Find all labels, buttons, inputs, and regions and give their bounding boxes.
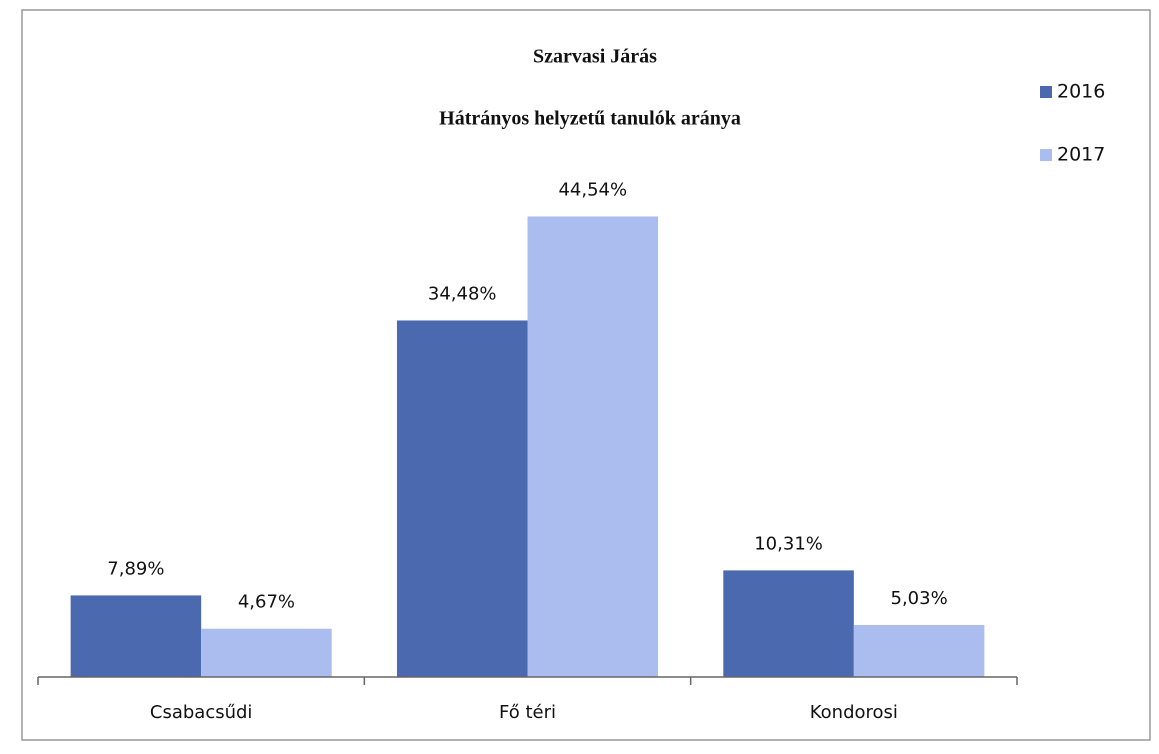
x-tick-label: Kondorosi (810, 702, 898, 723)
data-label: 10,31% (754, 533, 823, 554)
bar (527, 216, 659, 677)
bar (723, 570, 854, 677)
legend-swatch (1040, 86, 1052, 98)
chart-subtitle: Hátrányos helyzetű tanulók aránya (439, 108, 741, 130)
x-tick-label: Csabacsűdi (150, 702, 253, 723)
data-label: 44,54% (558, 179, 627, 200)
data-label: 7,89% (107, 558, 164, 579)
data-label: 5,03% (891, 588, 948, 609)
bar (70, 595, 202, 677)
x-tick-label: Fő téri (499, 702, 556, 723)
legend-swatch (1040, 149, 1052, 161)
chart-title: Szarvasi Járás (533, 46, 657, 68)
legend-label: 2017 (1057, 144, 1105, 166)
data-label: 34,48% (428, 283, 497, 304)
data-label: 4,67% (238, 592, 295, 613)
bar (201, 628, 332, 677)
bar (396, 320, 528, 677)
bar (853, 624, 985, 677)
legend-label: 2016 (1057, 81, 1105, 103)
